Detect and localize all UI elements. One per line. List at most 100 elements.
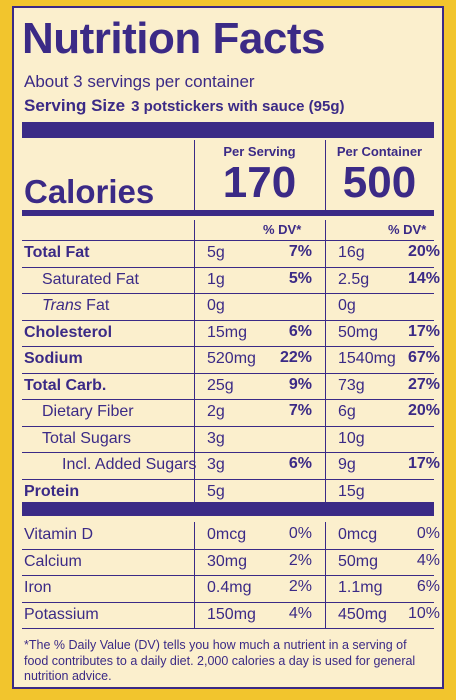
column-divider (194, 522, 195, 628)
serving-dv: 4% (288, 604, 312, 622)
calories-per-container: 500 (342, 158, 417, 207)
vitamin-row: Iron 0.4mg 2% 1.1mg 6% (22, 575, 440, 602)
container-dv: 67% (407, 349, 440, 366)
dv-header-serving: % DV* (263, 222, 302, 237)
panel-title: Nutrition Facts (22, 14, 325, 63)
row-divider (22, 425, 434, 427)
container-amount: 1.1mg (338, 579, 383, 596)
column-divider (325, 522, 326, 628)
serving-dv: 22% (279, 349, 312, 366)
serving-amount: 150mg (207, 605, 256, 623)
serving-dv: 6% (288, 455, 312, 472)
serving-size: Serving Size 3 potstickers with sauce (95… (24, 96, 345, 116)
row-divider (22, 319, 434, 321)
thick-divider-vitamins (22, 502, 434, 516)
calories-per-serving: 170 (222, 158, 297, 207)
nutrient-name: Total Fat (24, 244, 90, 261)
container-dv: 0% (416, 525, 440, 542)
nutrient-name-rest: Fat (86, 297, 110, 314)
thick-divider-top (22, 122, 434, 138)
serving-amount: 25g (207, 376, 234, 394)
container-amount: 50mg (338, 552, 379, 570)
serving-amount: 5g (207, 482, 225, 500)
column-divider (194, 220, 195, 505)
calories-divider (22, 210, 434, 216)
serving-size-value: 3 potstickers with sauce (95g) (131, 98, 345, 115)
serving-dv: 6% (288, 322, 312, 340)
nutrient-row: Total Carb. 25g 9% 73g 27% (22, 373, 440, 400)
serving-amount: 0.4mg (207, 579, 252, 596)
per-container-header: Per Container (336, 144, 423, 159)
nutrient-name: Total Sugars (42, 429, 131, 447)
serving-amount: 30mg (207, 552, 248, 570)
nutrient-name: Trans Fat (42, 297, 109, 315)
nutrient-row: Saturated Fat 1g 5% 2.5g 14% (22, 267, 440, 294)
serving-size-label: Serving Size (24, 96, 126, 115)
container-amount: 10g (338, 429, 365, 447)
container-amount: 0g (338, 297, 356, 314)
serving-amount: 3g (207, 429, 225, 447)
nutrient-name: Cholesterol (24, 323, 113, 341)
nutrient-name: Sodium (24, 350, 83, 367)
nutrient-name: Vitamin D (24, 526, 94, 543)
container-amount: 73g (338, 376, 365, 394)
row-divider (22, 399, 434, 400)
nutrient-name: Incl. Added Sugars (62, 456, 197, 473)
column-divider (325, 220, 326, 505)
container-amount: 16g (338, 244, 365, 261)
container-amount: 15g (338, 482, 365, 500)
servings-per-container: About 3 servings per container (24, 72, 255, 91)
dv-header-container: % DV* (388, 222, 427, 237)
container-amount: 9g (338, 456, 356, 473)
serving-amount: 1g (207, 270, 225, 288)
nutrient-name: Calcium (24, 552, 82, 570)
container-dv: 20% (407, 243, 440, 260)
calories-label: Calories (24, 173, 155, 210)
serving-amount: 15mg (207, 323, 248, 341)
nutrient-row: Total Fat 5g 7% 16g 20% (22, 240, 440, 267)
container-amount: 2.5g (338, 270, 370, 288)
serving-amount: 3g (207, 456, 225, 473)
serving-amount: 0g (207, 297, 225, 314)
serving-dv: 0% (288, 525, 312, 542)
nutrient-name: Iron (24, 579, 52, 596)
vitamin-row: Vitamin D 0mcg 0% 0mcg 0% (22, 522, 440, 549)
serving-dv: 5% (288, 269, 312, 287)
row-divider (22, 478, 434, 480)
nutrient-name: Total Carb. (24, 376, 107, 394)
row-divider (22, 346, 434, 347)
serving-dv: 7% (288, 243, 312, 260)
nutrient-name: Dietary Fiber (42, 403, 134, 420)
nutrient-row: Protein 5g 15g (22, 479, 434, 506)
nutrient-row: Incl. Added Sugars 3g 6% 9g 17% (22, 452, 440, 479)
serving-amount: 0mcg (207, 526, 247, 543)
container-amount: 450mg (338, 605, 387, 623)
row-divider (22, 548, 434, 550)
vitamin-row: Calcium 30mg 2% 50mg 4% (22, 549, 440, 576)
container-dv: 17% (407, 322, 440, 340)
nutrient-name: Protein (24, 482, 80, 500)
nutrient-name: Potassium (24, 605, 99, 623)
nutrient-name: Saturated Fat (42, 270, 139, 288)
row-divider (22, 266, 434, 268)
nutrient-row: Cholesterol 15mg 6% 50mg 17% (22, 320, 440, 347)
row-divider (22, 372, 434, 374)
serving-amount: 5g (207, 244, 225, 261)
serving-dv: 2% (288, 551, 312, 569)
serving-dv: 9% (288, 375, 312, 393)
row-divider (22, 293, 434, 294)
per-serving-header: Per Serving (223, 144, 296, 159)
container-dv: 14% (407, 269, 440, 287)
row-divider (22, 601, 434, 603)
vitamin-row: Potassium 150mg 4% 450mg 10% (22, 602, 440, 629)
row-divider (22, 628, 434, 629)
container-amount: 1540mg (338, 350, 396, 367)
container-dv: 6% (416, 578, 440, 595)
container-amount: 6g (338, 403, 356, 420)
container-dv: 17% (407, 455, 440, 472)
nutrient-name-italic: Trans (42, 297, 82, 314)
container-dv: 10% (407, 604, 440, 622)
serving-dv: 7% (288, 402, 312, 419)
container-dv: 27% (407, 375, 440, 393)
column-divider-container (325, 140, 326, 212)
